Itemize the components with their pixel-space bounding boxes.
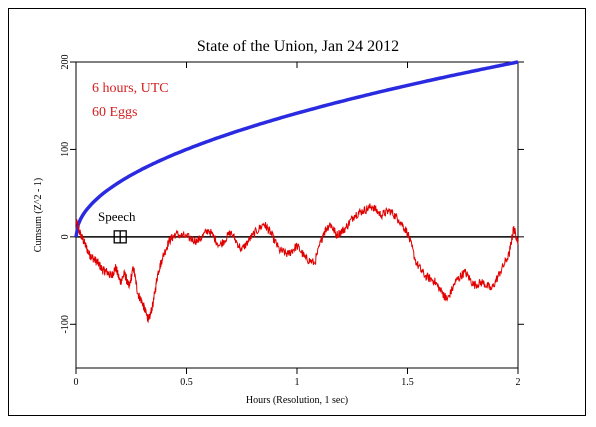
annotation-eggs: 60 Eggs xyxy=(92,105,138,120)
y-tick-label: 200 xyxy=(60,55,71,70)
plot-area xyxy=(75,61,519,369)
x-tick-label: 2 xyxy=(516,377,521,388)
x-axis-label: Hours (Resolution, 1 sec) xyxy=(246,395,348,406)
x-tick-label: 1 xyxy=(295,377,300,388)
y-axis-label: Cumsum (Z^2 - 1) xyxy=(33,178,44,252)
annotation-hours: 6 hours, UTC xyxy=(92,81,169,96)
x-tick-label: 0.5 xyxy=(180,377,193,388)
y-tick-label: 100 xyxy=(60,142,71,157)
speech-label: Speech xyxy=(98,209,136,224)
y-tick-label: 0 xyxy=(60,234,71,239)
x-tick-label: 0 xyxy=(74,377,79,388)
axis-ticks: 0 0.5 1 1.5 2 -100 0 100 200 xyxy=(60,55,524,388)
expected-envelope-curve xyxy=(74,60,519,238)
y-tick-label: -100 xyxy=(60,315,71,333)
speech-marker xyxy=(113,230,127,244)
chart-frame: State of the Union, Jan 24 2012 0 0.5 1 1.5… xyxy=(8,8,586,416)
x-tick-label: 1.5 xyxy=(401,377,414,388)
chart: State of the Union, Jan 24 2012 0 0.5 1 1.5… xyxy=(33,38,524,406)
chart-title: State of the Union, Jan 24 2012 xyxy=(197,38,399,55)
cumulative-deviation-line xyxy=(75,203,519,323)
